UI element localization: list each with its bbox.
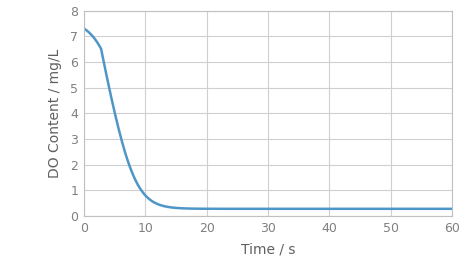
Y-axis label: DO Content / mg/L: DO Content / mg/L	[48, 49, 62, 178]
X-axis label: Time / s: Time / s	[241, 243, 295, 257]
